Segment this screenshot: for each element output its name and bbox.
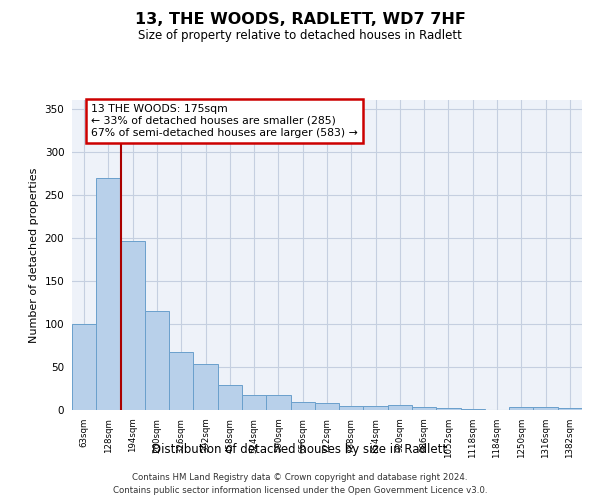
Text: Contains public sector information licensed under the Open Government Licence v3: Contains public sector information licen… [113, 486, 487, 495]
Bar [412, 408, 436, 410]
Bar [461, 409, 485, 410]
Bar [364, 406, 388, 410]
Bar [315, 403, 339, 410]
Bar [533, 408, 558, 410]
Y-axis label: Number of detached properties: Number of detached properties [29, 168, 39, 342]
Bar [290, 402, 315, 410]
Bar [509, 408, 533, 410]
Bar [145, 311, 169, 410]
Bar [169, 352, 193, 410]
Text: Distribution of detached houses by size in Radlett: Distribution of detached houses by size … [152, 442, 448, 456]
Bar [436, 408, 461, 410]
Bar [72, 324, 96, 410]
Text: Size of property relative to detached houses in Radlett: Size of property relative to detached ho… [138, 29, 462, 42]
Bar [339, 406, 364, 410]
Bar [218, 385, 242, 410]
Bar [96, 178, 121, 410]
Text: 13 THE WOODS: 175sqm
← 33% of detached houses are smaller (285)
67% of semi-deta: 13 THE WOODS: 175sqm ← 33% of detached h… [91, 104, 358, 138]
Bar [242, 396, 266, 410]
Bar [121, 241, 145, 410]
Bar [193, 364, 218, 410]
Text: 13, THE WOODS, RADLETT, WD7 7HF: 13, THE WOODS, RADLETT, WD7 7HF [134, 12, 466, 28]
Bar [388, 405, 412, 410]
Text: Contains HM Land Registry data © Crown copyright and database right 2024.: Contains HM Land Registry data © Crown c… [132, 472, 468, 482]
Bar [558, 408, 582, 410]
Bar [266, 396, 290, 410]
